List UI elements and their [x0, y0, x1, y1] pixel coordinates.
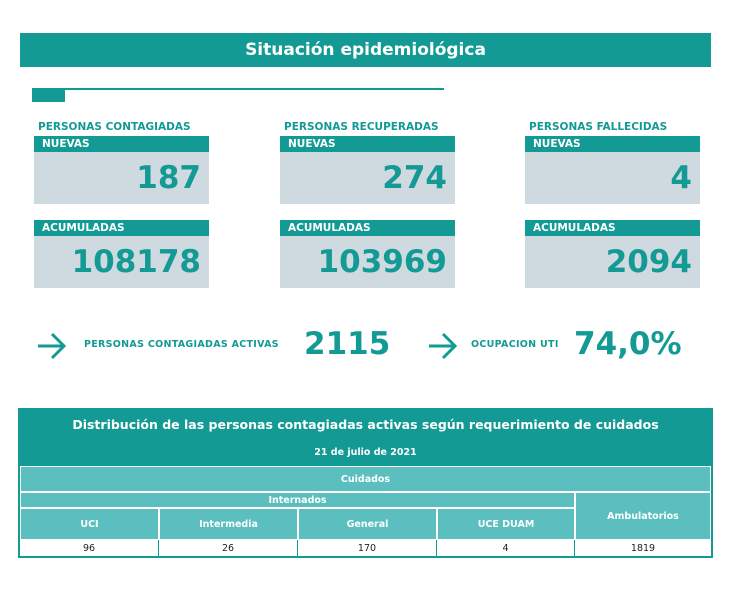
contagiadas-nuevas-value: 187	[34, 152, 209, 204]
table-title: Distribución de las personas contagiadas…	[20, 410, 711, 440]
table-cell: 26	[159, 540, 298, 556]
decorative-accent	[32, 88, 444, 102]
stat-title-fallecidas: PERSONAS FALLECIDAS	[529, 121, 668, 133]
accent-block	[32, 88, 65, 102]
stat-title-recuperadas: PERSONAS RECUPERADAS	[284, 121, 439, 133]
column-header: UCE DUAM	[437, 508, 575, 540]
arrow-right-icon	[38, 332, 67, 360]
column-header: Intermedia	[159, 508, 298, 540]
column-header: General	[298, 508, 437, 540]
table-cell: 4	[437, 540, 575, 556]
stat-group-contagiadas: PERSONAS CONTAGIADAS NUEVAS 187 ACUMULAD…	[34, 121, 209, 291]
recuperadas-nuevas-value: 274	[280, 152, 455, 204]
fallecidas-acumuladas-value: 2094	[525, 236, 700, 288]
uti-value: 74,0%	[574, 326, 682, 362]
accent-line	[65, 88, 444, 90]
group-header-cuidados: Cuidados	[20, 466, 711, 492]
nuevas-label: NUEVAS	[525, 136, 700, 152]
stat-title-contagiadas: PERSONAS CONTAGIADAS	[38, 121, 191, 133]
activas-value: 2115	[304, 326, 391, 362]
distribution-table: Distribución de las personas contagiadas…	[18, 408, 713, 558]
acumuladas-label: ACUMULADAS	[280, 220, 455, 236]
arrow-right-icon	[429, 332, 458, 360]
nuevas-label: NUEVAS	[34, 136, 209, 152]
recuperadas-acumuladas-value: 103969	[280, 236, 455, 288]
stat-group-recuperadas: PERSONAS RECUPERADAS NUEVAS 274 ACUMULAD…	[280, 121, 455, 291]
summary-row: PERSONAS CONTAGIADAS ACTIVAS 2115 OCUPAC…	[34, 323, 714, 369]
page-title: Situación epidemiológica	[20, 33, 711, 67]
table-cell: 170	[298, 540, 437, 556]
stat-group-fallecidas: PERSONAS FALLECIDAS NUEVAS 4 ACUMULADAS …	[525, 121, 700, 291]
uti-label: OCUPACION UTI	[471, 339, 559, 350]
activas-label: PERSONAS CONTAGIADAS ACTIVAS	[84, 339, 279, 350]
contagiadas-acumuladas-value: 108178	[34, 236, 209, 288]
nuevas-label: NUEVAS	[280, 136, 455, 152]
table-cell: 1819	[575, 540, 711, 556]
acumuladas-label: ACUMULADAS	[525, 220, 700, 236]
fallecidas-nuevas-value: 4	[525, 152, 700, 204]
subgroup-header-internados: Internados	[20, 492, 575, 508]
column-header: Ambulatorios	[575, 492, 711, 540]
table-cell: 96	[20, 540, 159, 556]
column-header: UCI	[20, 508, 159, 540]
table-date: 21 de julio de 2021	[20, 440, 711, 466]
acumuladas-label: ACUMULADAS	[34, 220, 209, 236]
